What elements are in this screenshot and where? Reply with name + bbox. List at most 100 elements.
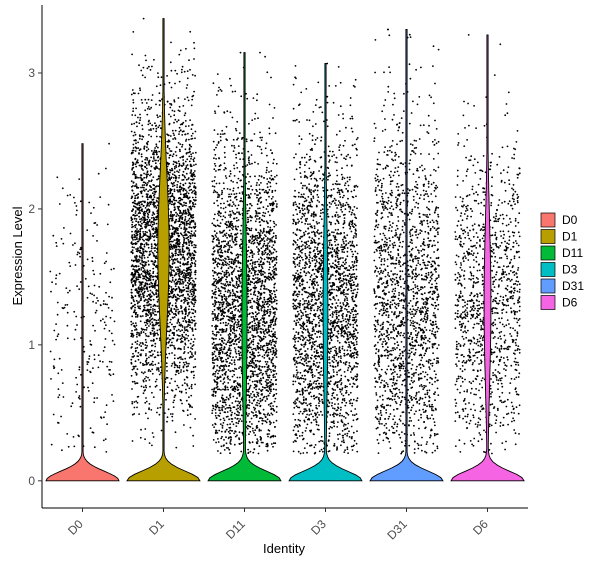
point — [212, 303, 214, 306]
point — [66, 303, 69, 306]
point — [180, 358, 183, 360]
point — [249, 426, 252, 428]
point — [223, 202, 225, 205]
point — [137, 141, 140, 144]
point — [188, 155, 191, 158]
point — [174, 69, 177, 72]
point — [61, 382, 64, 384]
point — [217, 438, 219, 440]
point — [107, 203, 110, 206]
point — [253, 269, 256, 272]
point — [194, 273, 197, 276]
point — [189, 326, 192, 329]
point — [168, 122, 171, 125]
point — [182, 222, 184, 225]
point — [275, 348, 277, 350]
point — [212, 356, 215, 359]
point — [231, 430, 234, 432]
point — [66, 324, 69, 327]
point — [263, 309, 266, 312]
point — [168, 306, 171, 309]
point — [169, 150, 172, 152]
point — [178, 277, 181, 280]
point — [187, 219, 190, 222]
point — [183, 378, 186, 381]
point — [264, 380, 267, 383]
point — [233, 193, 236, 196]
point — [134, 114, 137, 117]
point — [189, 426, 192, 429]
point — [273, 410, 276, 412]
point — [179, 330, 182, 332]
point — [139, 230, 142, 233]
point — [149, 253, 152, 256]
point — [131, 223, 134, 226]
point — [230, 413, 233, 416]
point — [263, 242, 266, 245]
point — [256, 393, 259, 396]
point — [141, 259, 144, 262]
point — [180, 273, 183, 276]
point — [147, 370, 150, 372]
point — [212, 191, 215, 194]
point — [259, 360, 262, 362]
point — [160, 403, 163, 406]
point — [149, 69, 152, 71]
point — [148, 180, 150, 182]
point — [246, 173, 249, 175]
point — [239, 247, 242, 250]
point — [141, 102, 144, 104]
point — [139, 220, 142, 223]
point — [274, 442, 277, 445]
point — [183, 257, 186, 260]
point — [185, 202, 188, 205]
point — [273, 277, 276, 280]
point — [149, 333, 152, 335]
point — [183, 308, 186, 311]
point — [253, 366, 256, 369]
point — [191, 348, 194, 350]
point — [145, 321, 148, 324]
point — [233, 412, 236, 415]
point — [235, 217, 238, 219]
point — [183, 302, 185, 304]
point — [261, 136, 263, 139]
point — [137, 221, 140, 224]
point — [133, 309, 136, 312]
point — [152, 270, 155, 273]
point — [130, 197, 133, 200]
point — [261, 419, 264, 422]
point — [135, 382, 138, 384]
point — [152, 353, 154, 356]
point — [139, 288, 142, 291]
point — [94, 222, 97, 224]
point — [141, 74, 144, 77]
point — [134, 272, 136, 275]
point — [133, 269, 136, 271]
point — [181, 174, 184, 177]
point — [229, 436, 232, 438]
point — [177, 372, 180, 375]
point — [169, 115, 172, 118]
point — [156, 156, 159, 159]
point — [212, 274, 215, 277]
point — [147, 335, 150, 338]
point — [191, 290, 194, 293]
point — [223, 339, 226, 341]
point — [270, 341, 273, 344]
point — [141, 256, 143, 259]
point — [238, 352, 240, 355]
point — [226, 341, 229, 344]
point — [147, 243, 150, 246]
point — [174, 129, 177, 132]
point — [178, 219, 181, 221]
point — [136, 343, 139, 345]
point — [221, 129, 224, 132]
point — [168, 147, 171, 150]
point — [234, 430, 237, 433]
point — [221, 191, 224, 194]
point — [152, 278, 155, 281]
point — [146, 301, 149, 304]
point — [132, 299, 135, 301]
point — [181, 218, 184, 221]
